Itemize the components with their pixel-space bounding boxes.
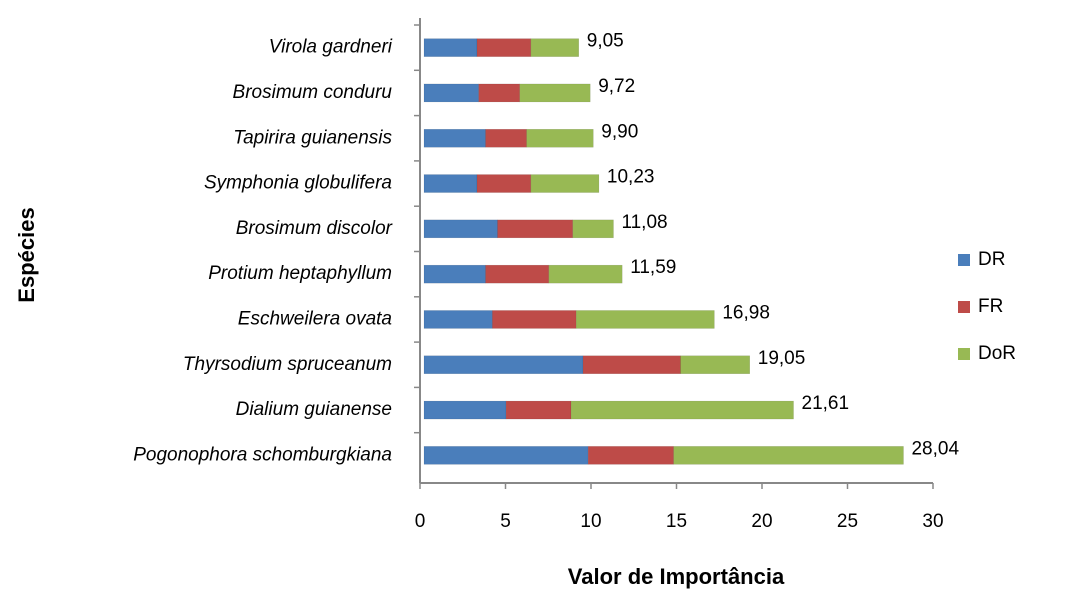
bar-segment — [530, 38, 580, 57]
total-label: 11,08 — [621, 212, 667, 233]
bar-segment — [423, 129, 486, 148]
x-tick-label: 10 — [580, 511, 601, 532]
legend-label: DoR — [978, 343, 1016, 364]
bar-segment — [505, 400, 572, 420]
bar-segment — [530, 174, 600, 193]
y-tick-label: Protium heptaphyllum — [208, 263, 392, 284]
y-tick-label: Dialium guianense — [236, 399, 392, 420]
legend-swatch — [958, 254, 970, 266]
bar-segment — [548, 264, 623, 284]
x-axis-title: Valor de Importância — [568, 564, 785, 589]
bar-segment — [423, 400, 507, 420]
bar-segment — [423, 355, 584, 374]
y-tick-label: Symphonia globulifera — [204, 173, 392, 194]
bar-segment — [582, 355, 681, 374]
legend-swatch — [958, 301, 970, 313]
bar-segment — [476, 174, 532, 193]
total-label: 21,61 — [802, 393, 850, 414]
y-tick-label: Brosimum conduru — [233, 82, 393, 103]
x-tick-label: 15 — [666, 511, 687, 532]
bar-segment — [478, 83, 521, 103]
bar-segment — [423, 264, 486, 284]
total-label: 9,90 — [601, 121, 638, 142]
bar-segment — [476, 38, 532, 57]
legend-label: DR — [978, 249, 1005, 270]
y-tick-label: Thyrsodium spruceanum — [183, 354, 392, 375]
bar-segment — [575, 310, 715, 329]
total-label: 19,05 — [758, 348, 806, 369]
y-tick-label: Brosimum discolor — [236, 218, 393, 239]
bar-segment — [497, 219, 574, 239]
bar-segment — [423, 83, 479, 103]
bar-segment — [492, 310, 577, 329]
y-tick-label: Virola gardneri — [269, 37, 393, 58]
bar-segment — [485, 264, 550, 284]
bar-segment — [572, 219, 614, 239]
bar-segment — [570, 400, 794, 420]
x-tick-label: 20 — [751, 511, 772, 532]
bar-segment — [680, 355, 751, 374]
x-tick-label: 0 — [415, 511, 426, 532]
x-tick-label: 30 — [922, 511, 943, 532]
bar-segment — [423, 310, 493, 329]
bar-segment — [423, 446, 589, 465]
y-axis-title: Espécies — [14, 207, 39, 302]
total-label: 10,23 — [607, 167, 655, 188]
total-label: 11,59 — [630, 257, 676, 278]
x-tick-label: 25 — [837, 511, 858, 532]
bar-segment — [485, 129, 527, 148]
legend-label: FR — [978, 296, 1003, 317]
bar-segment — [423, 219, 498, 239]
total-label: 16,98 — [722, 302, 770, 323]
bar-segment — [587, 446, 674, 465]
bar-segment — [526, 129, 594, 148]
total-label: 9,72 — [598, 76, 635, 97]
bar-segment — [673, 446, 904, 465]
bar-segment — [423, 38, 478, 57]
total-label: 9,05 — [587, 31, 624, 52]
total-label: 28,04 — [911, 438, 959, 459]
x-tick-label: 5 — [500, 511, 511, 532]
y-tick-label: Pogonophora schomburgkiana — [133, 444, 392, 465]
bar-segment — [423, 174, 478, 193]
bar-segment — [519, 83, 591, 103]
legend-swatch — [958, 348, 970, 360]
y-tick-label: Tapirira guianensis — [233, 127, 392, 148]
y-tick-label: Eschweilera ovata — [238, 308, 392, 329]
